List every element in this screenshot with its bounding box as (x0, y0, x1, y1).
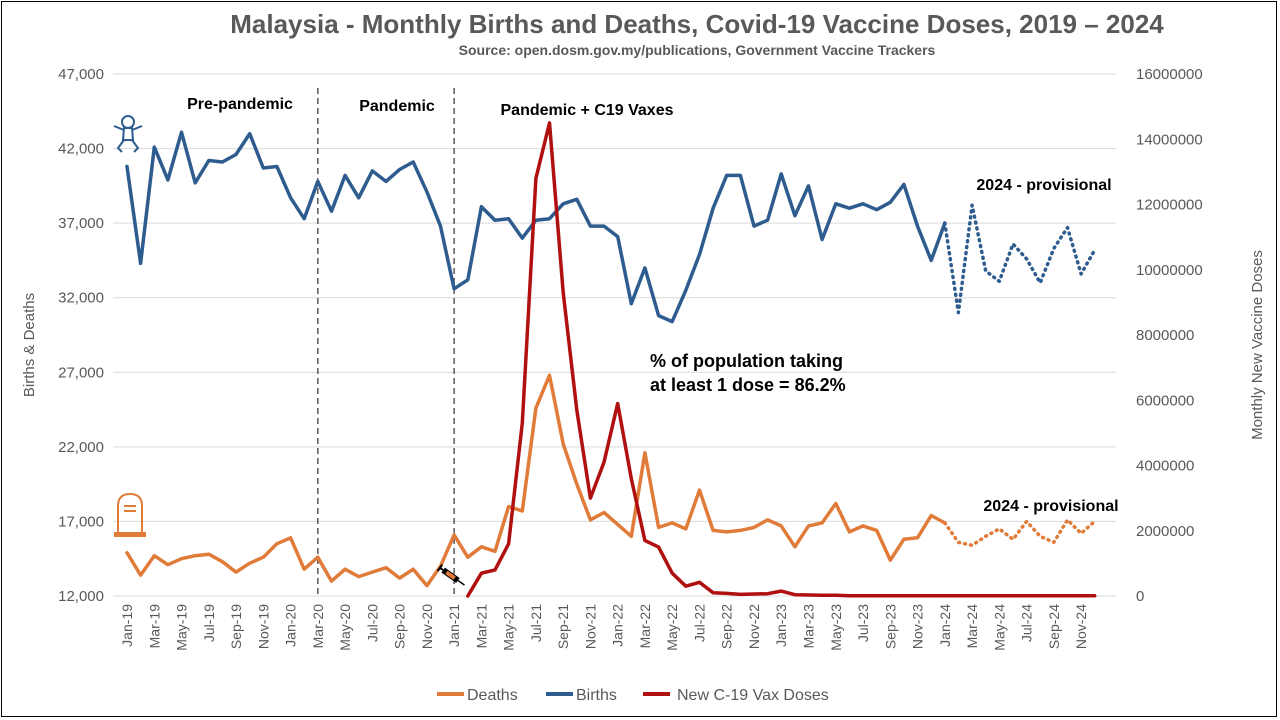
x-tick-label: Nov-19 (255, 604, 271, 649)
annotation-provisional-births: 2024 - provisional (976, 177, 1111, 194)
x-axis-ticks: Jan-19 Mar-19 May-19 Jul-19 Sep-19 Nov-19 Jan-… (119, 604, 1089, 651)
left-tick-label: 32,000 (58, 290, 104, 307)
x-tick-label: Nov-22 (746, 604, 762, 649)
syringe-icon (436, 563, 465, 586)
right-tick-label: 8000000 (1136, 327, 1194, 344)
right-axis-label: Monthly New Vaccine Doses (1249, 250, 1266, 440)
x-tick-label: Sep-21 (555, 604, 571, 649)
right-tick-label: 0 (1136, 588, 1144, 605)
x-tick-label: Jan-19 (119, 604, 135, 647)
series-line-deaths (125, 373, 947, 588)
x-tick-label: Sep-20 (392, 604, 408, 649)
annotation-provisional-deaths: 2024 - provisional (983, 498, 1118, 515)
x-tick-label: Jul-23 (855, 604, 871, 642)
x-tick-label: Jul-22 (691, 604, 707, 642)
x-tick-label: Jan-24 (937, 604, 953, 647)
baby-icon (113, 115, 143, 153)
right-tick-label: 14000000 (1136, 131, 1203, 148)
x-tick-label: Sep-22 (719, 604, 735, 649)
tombstone-icon (114, 492, 146, 537)
x-tick-label: May-22 (664, 604, 680, 651)
x-tick-label: Nov-20 (419, 604, 435, 649)
x-tick-label: Jul-20 (364, 604, 380, 642)
right-tick-label: 4000000 (1136, 458, 1194, 475)
series-lines (125, 121, 1097, 598)
x-tick-label: Jan-20 (283, 604, 299, 647)
legend-label-vax: New C-19 Vax Doses (677, 687, 829, 704)
x-tick-label: Jul-19 (201, 604, 217, 642)
right-tick-label: 2000000 (1136, 523, 1194, 540)
x-tick-label: Sep-19 (228, 604, 244, 649)
x-tick-label: Jul-24 (1019, 604, 1035, 642)
x-tick-label: May-20 (337, 604, 353, 651)
x-tick-label: Mar-19 (146, 604, 162, 649)
annotation-pandemic: Pandemic (359, 98, 435, 115)
x-tick-label: May-24 (991, 604, 1007, 651)
right-tick-label: 16000000 (1136, 66, 1203, 83)
x-tick-label: Sep-24 (1046, 604, 1062, 649)
x-tick-label: Mar-24 (964, 604, 980, 649)
x-tick-label: Mar-20 (310, 604, 326, 649)
left-axis-label: Births & Deaths (21, 293, 38, 397)
x-tick-label: May-21 (501, 604, 517, 651)
right-tick-label: 10000000 (1136, 262, 1203, 279)
left-tick-label: 22,000 (58, 439, 104, 456)
x-tick-label: May-23 (828, 604, 844, 651)
x-tick-label: Mar-23 (801, 604, 817, 649)
right-tick-label: 6000000 (1136, 392, 1194, 409)
left-axis-ticks: 47,000 42,000 37,000 32,000 27,000 22,000 17,0… (58, 66, 104, 605)
left-tick-label: 12,000 (58, 588, 104, 605)
right-tick-label: 12000000 (1136, 197, 1203, 214)
annotation-dose-line1: % of population taking (650, 351, 843, 371)
x-tick-label: Sep-23 (882, 604, 898, 649)
series-line-births (125, 130, 947, 324)
right-axis-ticks: 16000000 14000000 12000000 10000000 8000000 6… (1136, 66, 1203, 605)
chart-subtitle: Source: open.dosm.gov.my/publications, G… (459, 42, 936, 58)
x-tick-label: Nov-24 (1073, 604, 1089, 649)
x-tick-label: Nov-23 (910, 604, 926, 649)
annotation-pre-pandemic: Pre-pandemic (187, 96, 293, 113)
left-tick-label: 42,000 (58, 141, 104, 158)
left-tick-label: 17,000 (58, 513, 104, 530)
gridlines (113, 73, 1116, 597)
series-line-deaths-provisional (943, 518, 1097, 548)
left-tick-label: 37,000 (58, 215, 104, 232)
x-tick-label: Mar-22 (637, 604, 653, 649)
x-tick-label: Jan-21 (446, 604, 462, 647)
left-tick-label: 27,000 (58, 364, 104, 381)
series-line-new-c-19-vax-doses (466, 121, 1097, 598)
x-tick-label: Jan-22 (610, 604, 626, 647)
legend: Deaths Births New C-19 Vax Doses (437, 687, 829, 704)
x-tick-label: Mar-21 (473, 604, 489, 649)
annotation-dose-line2: at least 1 dose = 86.2% (650, 375, 846, 395)
chart-title: Malaysia - Monthly Births and Deaths, Co… (230, 9, 1164, 39)
x-tick-label: Jan-23 (773, 604, 789, 647)
series-line-births-provisional (943, 203, 1097, 315)
period-dividers (317, 88, 455, 596)
legend-label-deaths: Deaths (467, 687, 518, 704)
x-tick-label: May-19 (174, 604, 190, 651)
annotation-pandemic-vaxes: Pandemic + C19 Vaxes (501, 102, 674, 119)
x-tick-label: Nov-21 (582, 604, 598, 649)
left-tick-label: 47,000 (58, 66, 104, 83)
legend-label-births: Births (576, 687, 617, 704)
x-tick-label: Jul-21 (528, 604, 544, 642)
